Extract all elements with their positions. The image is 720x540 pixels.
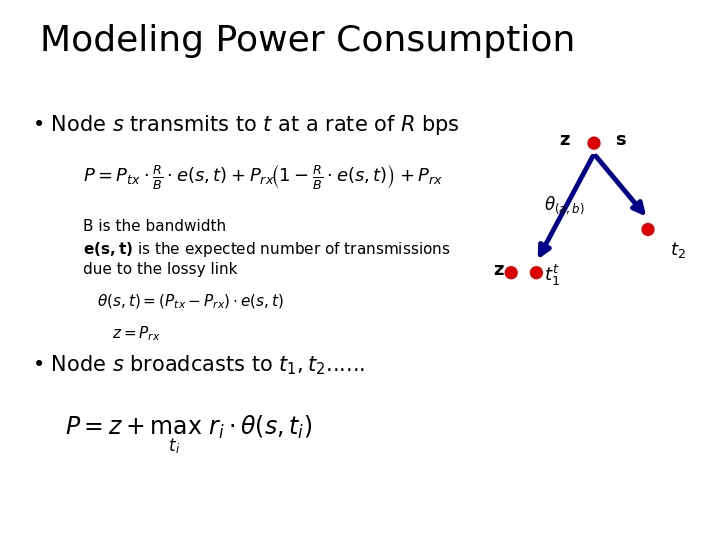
Text: $P = z + \max_{t_i} \ r_i \cdot \theta(s,t_i)$: $P = z + \max_{t_i} \ r_i \cdot \theta(s… (65, 413, 312, 456)
Text: s: s (616, 131, 626, 150)
Text: • Node $\mathit{s}$ broadcasts to $t_1,t_2$......: • Node $\mathit{s}$ broadcasts to $t_1,t… (32, 354, 366, 377)
Text: Modeling Power Consumption: Modeling Power Consumption (40, 24, 575, 58)
Text: z: z (493, 261, 504, 279)
Text: $\theta(s,t) = (P_{tx} - P_{rx}) \cdot e(s,t)$: $\theta(s,t) = (P_{tx} - P_{rx}) \cdot e… (97, 293, 284, 311)
Ellipse shape (505, 267, 517, 279)
Ellipse shape (531, 267, 542, 279)
Text: $t_2$: $t_2$ (670, 240, 685, 260)
Ellipse shape (588, 137, 600, 149)
Text: $\theta_{(a,b)}$: $\theta_{(a,b)}$ (544, 194, 585, 216)
Text: z: z (559, 131, 570, 150)
Text: • Node $\mathit{s}$ transmits to $\mathit{t}$ at a rate of $\mathit{R}$ bps: • Node $\mathit{s}$ transmits to $\mathi… (32, 113, 460, 137)
Text: $P = P_{tx} \cdot \frac{R}{B} \cdot e(s,t) + P_{rx}\!\left(1 - \frac{R}{B} \cdot: $P = P_{tx} \cdot \frac{R}{B} \cdot e(s,… (83, 162, 444, 191)
Text: $\mathbf{e(s,t)}$ is the expected number of transmissions
due to the lossy link: $\mathbf{e(s,t)}$ is the expected number… (83, 240, 450, 276)
Text: B is the bandwidth: B is the bandwidth (83, 219, 226, 234)
Text: $t_1^t$: $t_1^t$ (544, 263, 559, 288)
Ellipse shape (642, 224, 654, 235)
Text: $z = P_{rx}$: $z = P_{rx}$ (112, 324, 161, 343)
